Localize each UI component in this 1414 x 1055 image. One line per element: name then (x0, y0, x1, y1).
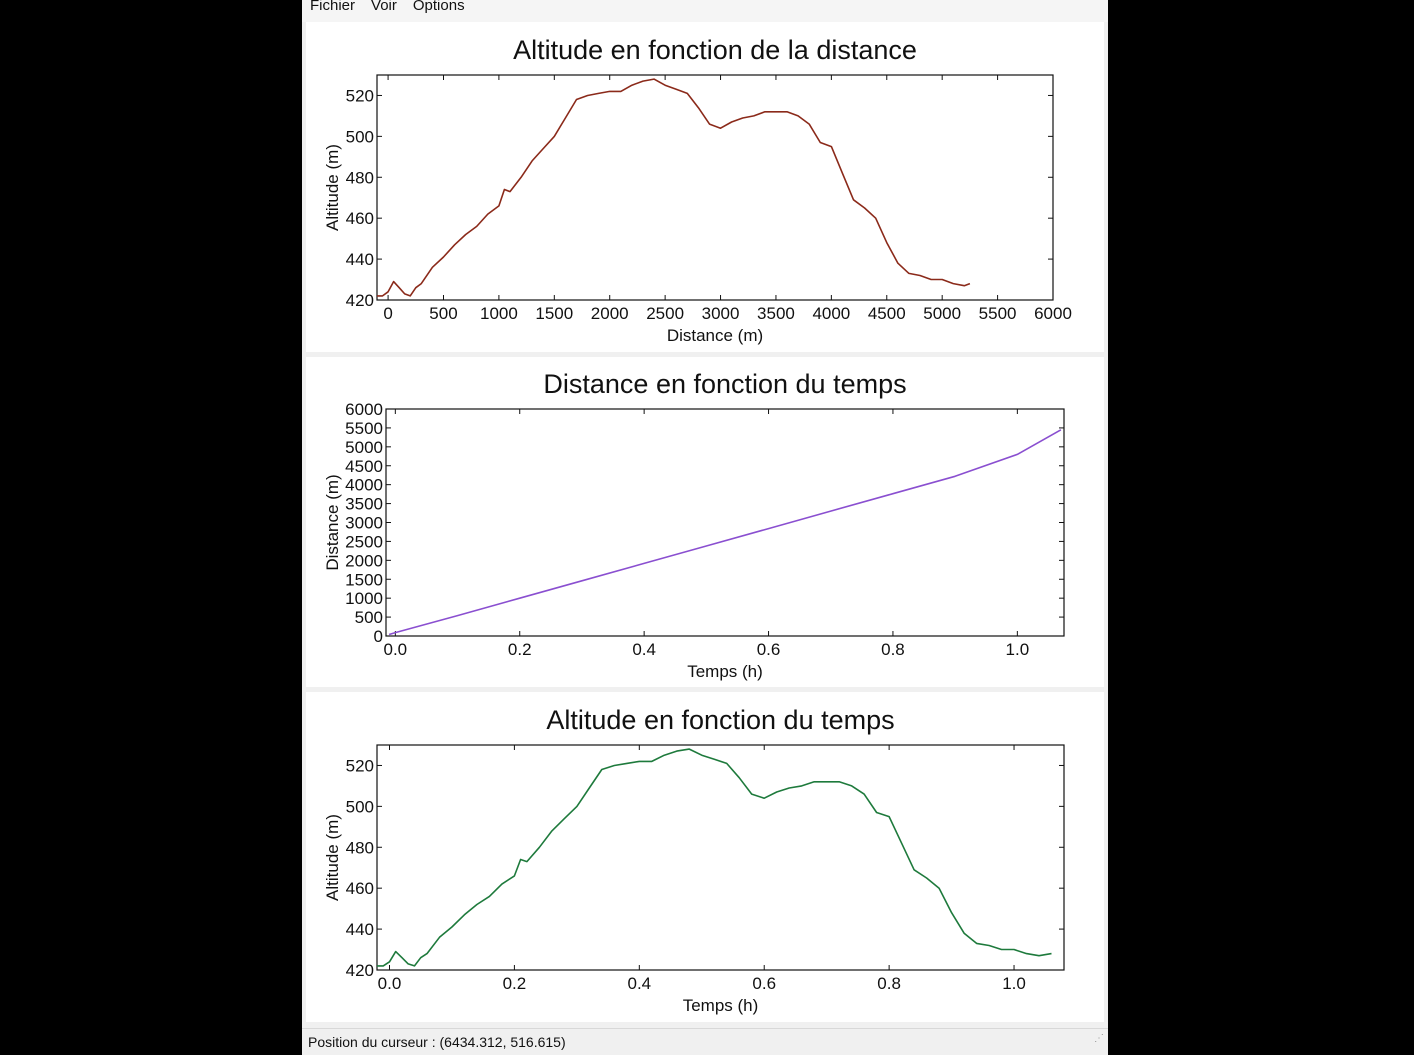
y-tick-label: 500 (355, 608, 383, 627)
x-tick-label: 0.4 (632, 640, 656, 659)
y-tick-label: 440 (346, 920, 374, 939)
y-tick-label: 3000 (345, 514, 383, 533)
x-tick-label: 3000 (702, 304, 740, 323)
altitude-time-chart[interactable]: Altitude en fonction du temps 0.0 0.2 0.4 0.… (306, 692, 1104, 1022)
y-tick-label: 1500 (345, 570, 383, 589)
menu-voir[interactable]: Voir (371, 0, 397, 14)
x-tick-label: 0.2 (508, 640, 532, 659)
y-tick-label: 520 (346, 756, 374, 775)
y-tick-label: 520 (346, 86, 374, 105)
menu-options[interactable]: Options (412, 0, 465, 14)
x-tick-label: 0.0 (378, 974, 402, 993)
y-tick-label: 500 (346, 127, 374, 146)
y-tick-label: 2500 (345, 532, 383, 551)
chart-title: Altitude en fonction de la distance (513, 35, 917, 65)
plot-area-frame (376, 74, 1054, 301)
x-tick-label: 0.6 (757, 640, 781, 659)
x-tick-label: 0 (383, 304, 392, 323)
y-tick-label: 500 (346, 797, 374, 816)
x-tick-label: 6000 (1034, 304, 1072, 323)
y-tick-label: 440 (346, 250, 374, 269)
y-tick-label: 4000 (345, 476, 383, 495)
x-tick-label: 0.0 (384, 640, 408, 659)
altitude-distance-panel[interactable]: Altitude en fonction de la distance 0 500 1… (306, 22, 1104, 352)
plot-area-frame (385, 408, 1065, 637)
x-tick-label: 500 (429, 304, 457, 323)
cursor-position-text: Position du curseur : (6434.312, 516.615… (308, 1034, 566, 1050)
y-tick-label: 480 (346, 168, 374, 187)
y-tick-label: 420 (346, 291, 374, 310)
distance-time-chart[interactable]: Distance en fonction du temps 0.0 0.2 0.4 0.… (306, 357, 1104, 687)
y-axis-label: Altitude (m) (323, 144, 342, 231)
y-tick-label: 2000 (345, 551, 383, 570)
y-tick-label: 5000 (345, 438, 383, 457)
distance-time-panel[interactable]: Distance en fonction du temps 0.0 0.2 0.4 0.… (306, 357, 1104, 687)
x-tick-label: 0.8 (877, 974, 901, 993)
y-tick-label: 0 (374, 627, 383, 646)
y-tick-label: 1000 (345, 589, 383, 608)
series-line (377, 78, 971, 297)
x-tick-label: 1500 (535, 304, 573, 323)
x-tick-label: 3500 (757, 304, 795, 323)
x-tick-label: 0.8 (881, 640, 905, 659)
y-tick-label: 4500 (345, 457, 383, 476)
x-axis-label: Temps (h) (683, 996, 759, 1015)
altitude-time-panel[interactable]: Altitude en fonction du temps 0.0 0.2 0.4 0.… (306, 692, 1104, 1022)
status-bar: Position du curseur : (6434.312, 516.615… (302, 1028, 1108, 1055)
y-tick-label: 6000 (345, 400, 383, 419)
menu-bar: Fichier Voir Options (302, 0, 1108, 22)
chart-title: Distance en fonction du temps (543, 369, 906, 399)
x-axis-label: Temps (h) (687, 662, 763, 681)
y-tick-label: 460 (346, 879, 374, 898)
x-tick-label: 2000 (591, 304, 629, 323)
x-axis-label: Distance (m) (667, 326, 763, 345)
x-tick-label: 4500 (868, 304, 906, 323)
y-axis-label: Distance (m) (323, 474, 342, 570)
resize-grip-icon[interactable]: ⋰ (1094, 1033, 1104, 1044)
y-axis-label: Altitude (m) (323, 814, 342, 901)
y-tick-label: 480 (346, 838, 374, 857)
menu-fichier[interactable]: Fichier (310, 0, 356, 14)
altitude-distance-chart[interactable]: Altitude en fonction de la distance 0 500 1… (306, 22, 1104, 352)
y-tick-label: 420 (346, 961, 374, 980)
x-tick-label: 2500 (646, 304, 684, 323)
series-line (388, 429, 1062, 636)
plot-area-frame (376, 744, 1065, 971)
x-tick-label: 1.0 (1002, 974, 1026, 993)
x-tick-label: 5500 (979, 304, 1017, 323)
series-line (377, 748, 1052, 967)
x-tick-label: 5000 (923, 304, 961, 323)
x-tick-label: 1000 (480, 304, 518, 323)
y-tick-label: 5500 (345, 419, 383, 438)
x-tick-label: 4000 (812, 304, 850, 323)
x-tick-label: 1.0 (1006, 640, 1030, 659)
x-tick-label: 0.2 (503, 974, 527, 993)
chart-title: Altitude en fonction du temps (546, 705, 894, 735)
y-tick-label: 3500 (345, 495, 383, 514)
y-tick-label: 460 (346, 209, 374, 228)
app-window: Fichier Voir Options Altitude en fonctio… (302, 0, 1108, 1055)
x-tick-label: 0.4 (627, 974, 651, 993)
x-tick-label: 0.6 (752, 974, 776, 993)
